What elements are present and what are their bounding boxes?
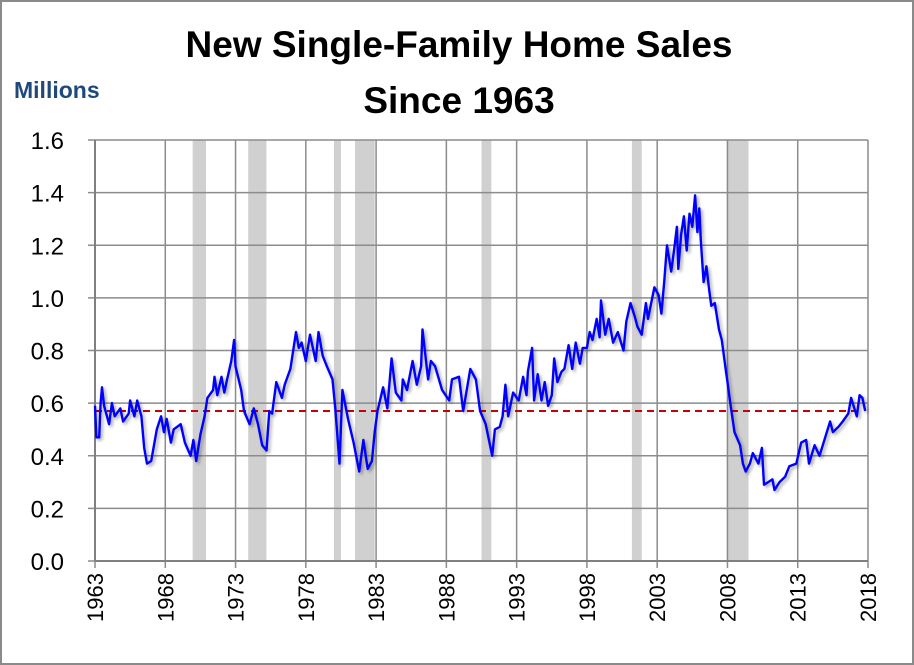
x-tick-label: 1963: [83, 573, 108, 622]
x-tick-label: 1983: [364, 573, 389, 622]
y-tick-label: 0.0: [31, 549, 64, 576]
x-tick-label: 2018: [856, 573, 881, 622]
x-tick-label: 1973: [224, 573, 249, 622]
x-tick-label: 1968: [153, 573, 178, 622]
x-tick-label: 2003: [645, 573, 670, 622]
x-tick-label: 1993: [505, 573, 530, 622]
chart-title-line1: New Single-Family Home Sales: [185, 24, 733, 65]
y-tick-label: 1.2: [31, 233, 64, 260]
y-tick-label: 0.2: [31, 496, 64, 523]
y-tick-label: 0.8: [31, 339, 64, 366]
chart-title-line2: Since 1963: [363, 80, 555, 121]
y-axis-label: Millions: [14, 77, 100, 103]
y-tick-label: 0.4: [31, 444, 64, 471]
x-tick-label: 1978: [294, 573, 319, 622]
x-tick-label: 1998: [575, 573, 600, 622]
x-tick-label: 2013: [786, 573, 811, 622]
y-tick-label: 1.0: [31, 286, 64, 313]
y-tick-label: 1.6: [31, 128, 64, 155]
x-tick-label: 2008: [715, 573, 740, 622]
y-tick-label: 1.4: [31, 181, 64, 208]
sales-series-line: [93, 194, 867, 492]
x-tick-label: 1988: [434, 573, 459, 622]
y-tick-label: 0.6: [31, 391, 64, 418]
